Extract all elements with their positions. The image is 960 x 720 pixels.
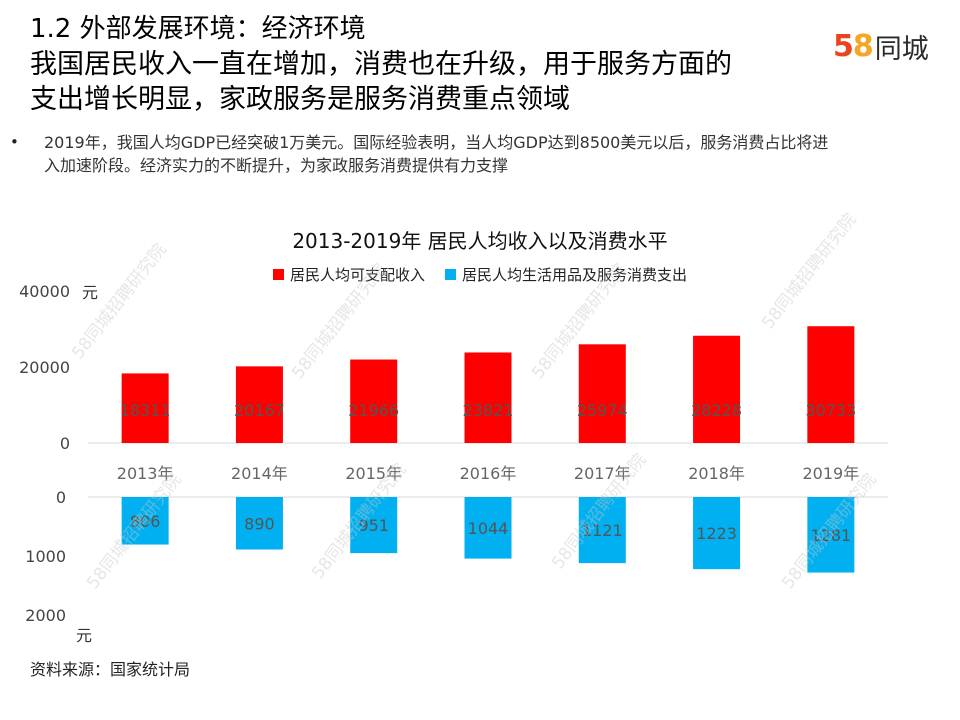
bullet-text: 2019年，我国人均GDP已经突破1万美元。国际经验表明，当人均GDP达到850…	[44, 133, 829, 175]
legend-swatch-income	[272, 269, 284, 280]
spending-bar	[807, 497, 855, 573]
income-bar	[578, 344, 626, 443]
income-bar-label: 20167	[234, 401, 285, 420]
legend-label-spending: 居民人均生活用品及服务消费支出	[462, 266, 688, 284]
bottom-axis-tick: 2000	[25, 606, 66, 625]
spending-bar-label: 806	[130, 512, 161, 531]
page-title: 1.2 外部发展环境：经济环境 我国居民收入一直在增加，消费也在升级，用于服务方…	[30, 12, 830, 117]
legend-label-income: 居民人均可支配收入	[289, 266, 425, 284]
top-axis-tick: 20000	[19, 358, 70, 377]
bottom-axis-tick: 0	[56, 488, 66, 507]
bullet-marker: •	[10, 133, 19, 151]
income-bar-label: 23821	[463, 401, 514, 420]
spending-bar-label: 890	[244, 514, 275, 533]
chart-title: 2013-2019年 居民人均收入以及消费水平	[292, 229, 668, 253]
bullet-point: • 2019年，我国人均GDP已经突破1万美元。国际经验表明，当人均GDP达到8…	[8, 131, 848, 177]
chart-legend: 居民人均可支配收入 居民人均生活用品及服务消费支出	[0, 264, 960, 285]
bottom-axis-unit: 元	[76, 626, 92, 645]
category-label: 2017年	[574, 464, 631, 483]
title-line-1: 1.2 外部发展环境：经济环境	[30, 14, 366, 44]
title-line-2: 我国居民收入一直在增加，消费也在升级，用于服务方面的	[30, 49, 732, 80]
income-bar	[464, 352, 512, 443]
category-label: 2014年	[231, 464, 288, 483]
watermark-text: 58同城招聘研究院	[778, 470, 880, 593]
brand-logo: 58 同城	[833, 26, 929, 66]
category-label: 2015年	[345, 464, 402, 483]
spending-bar	[693, 497, 741, 570]
spending-bar	[235, 497, 283, 550]
category-label: 2018年	[688, 464, 745, 483]
spending-bar-label: 1044	[468, 519, 509, 538]
logo-digit-8: 8	[852, 28, 874, 64]
top-axis-unit: 元	[82, 283, 98, 302]
legend-item-spending: 居民人均生活用品及服务消费支出	[445, 264, 687, 285]
category-label: 2016年	[460, 464, 517, 483]
title-line-3: 支出增长明显，家政服务是服务消费重点领域	[30, 84, 570, 115]
spending-bar	[350, 497, 398, 554]
category-label: 2013年	[117, 464, 174, 483]
legend-swatch-spending	[445, 269, 456, 280]
source-note: 资料来源：国家统计局	[30, 660, 191, 679]
spending-bar-label: 1121	[582, 521, 623, 540]
spending-bar	[464, 497, 512, 559]
top-axis-tick: 40000	[19, 282, 70, 301]
income-bar-label: 28228	[691, 401, 742, 420]
income-bar-label: 21966	[348, 401, 399, 420]
watermark-text: 58同城招聘研究院	[83, 470, 185, 593]
spending-bar-label: 951	[358, 516, 389, 535]
logo-text: 同城	[874, 33, 929, 65]
logo-digits: 58	[833, 28, 874, 64]
income-bar	[121, 373, 169, 443]
income-bar	[807, 326, 855, 443]
income-bar-label: 18311	[120, 401, 171, 420]
spending-bar-label: 1223	[696, 524, 737, 543]
income-bar	[350, 359, 398, 443]
top-axis-tick: 0	[60, 434, 70, 453]
category-label: 2019年	[802, 464, 859, 483]
income-bar-label: 25974	[577, 401, 628, 420]
logo-digit-5: 5	[833, 28, 854, 64]
bottom-axis-tick: 1000	[25, 547, 66, 566]
watermark-text: 58同城招聘研究院	[758, 210, 860, 333]
income-bar	[693, 335, 741, 443]
legend-item-income: 居民人均可支配收入	[272, 264, 425, 285]
spending-bar	[578, 497, 626, 564]
income-bar-label: 30733	[805, 401, 856, 420]
spending-bar-label: 1281	[810, 526, 851, 545]
income-bar	[235, 366, 283, 443]
spending-bar	[121, 497, 169, 545]
